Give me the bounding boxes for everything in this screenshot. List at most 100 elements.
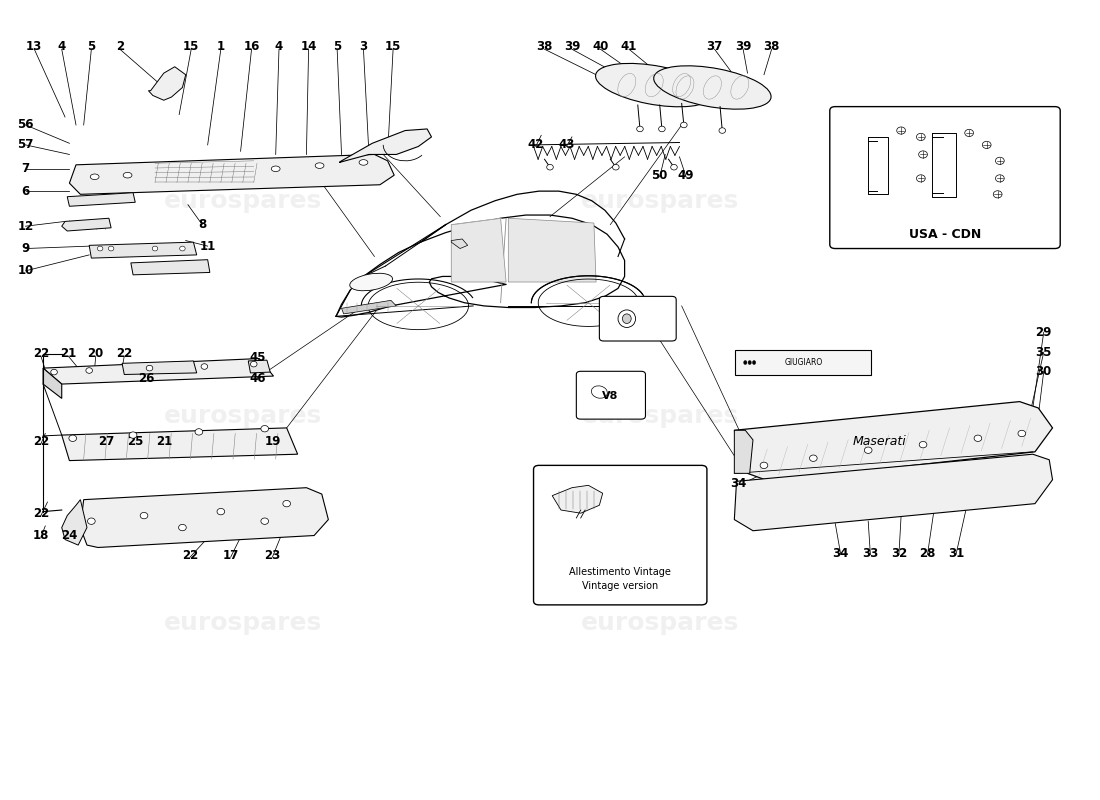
Ellipse shape bbox=[69, 435, 77, 442]
Ellipse shape bbox=[671, 165, 678, 170]
Text: 13: 13 bbox=[26, 40, 43, 54]
Text: 22: 22 bbox=[117, 347, 132, 360]
Text: 1: 1 bbox=[217, 40, 224, 54]
FancyBboxPatch shape bbox=[829, 106, 1060, 249]
Text: 9: 9 bbox=[21, 242, 30, 255]
Ellipse shape bbox=[88, 518, 96, 524]
Polygon shape bbox=[67, 193, 135, 206]
Ellipse shape bbox=[146, 366, 153, 371]
Text: 24: 24 bbox=[62, 529, 78, 542]
Text: 38: 38 bbox=[763, 40, 780, 54]
Polygon shape bbox=[62, 428, 298, 461]
Ellipse shape bbox=[350, 274, 393, 290]
Text: 37: 37 bbox=[706, 40, 723, 54]
Text: eurospares: eurospares bbox=[164, 189, 322, 213]
Text: 58: 58 bbox=[624, 304, 640, 318]
Text: 26: 26 bbox=[138, 372, 154, 385]
Text: 29: 29 bbox=[1035, 326, 1052, 338]
Text: 46: 46 bbox=[250, 372, 266, 385]
FancyBboxPatch shape bbox=[576, 371, 646, 419]
Text: 10: 10 bbox=[18, 264, 34, 278]
Text: 23: 23 bbox=[264, 549, 280, 562]
Text: 52: 52 bbox=[979, 201, 994, 214]
Text: 49: 49 bbox=[884, 118, 901, 131]
Text: 5: 5 bbox=[333, 40, 341, 54]
Ellipse shape bbox=[201, 364, 208, 370]
FancyBboxPatch shape bbox=[534, 466, 707, 605]
Ellipse shape bbox=[51, 370, 57, 375]
Text: 50: 50 bbox=[979, 218, 994, 231]
Ellipse shape bbox=[637, 126, 644, 132]
Text: 39: 39 bbox=[735, 40, 751, 54]
Text: 55: 55 bbox=[597, 522, 614, 536]
Ellipse shape bbox=[272, 166, 280, 171]
Polygon shape bbox=[62, 500, 87, 545]
Ellipse shape bbox=[547, 165, 553, 170]
Text: 53: 53 bbox=[842, 201, 858, 214]
Text: 16: 16 bbox=[243, 40, 260, 54]
Text: 20: 20 bbox=[88, 347, 103, 360]
Ellipse shape bbox=[653, 66, 771, 109]
Text: 12: 12 bbox=[18, 220, 34, 233]
Ellipse shape bbox=[129, 432, 136, 438]
Polygon shape bbox=[735, 454, 1053, 530]
Text: 34: 34 bbox=[833, 546, 849, 559]
Text: eurospares: eurospares bbox=[581, 404, 739, 428]
Ellipse shape bbox=[178, 524, 186, 530]
Text: 18: 18 bbox=[33, 529, 50, 542]
Text: 50: 50 bbox=[842, 172, 858, 185]
Text: 41: 41 bbox=[620, 40, 637, 54]
Text: 14: 14 bbox=[300, 40, 317, 54]
Text: Allestimento Vintage
Vintage version: Allestimento Vintage Vintage version bbox=[570, 567, 671, 591]
Ellipse shape bbox=[98, 246, 103, 251]
Polygon shape bbox=[451, 218, 506, 282]
Text: 22: 22 bbox=[33, 506, 50, 520]
Text: 17: 17 bbox=[222, 549, 239, 562]
Text: 30: 30 bbox=[1035, 365, 1052, 378]
Text: 25: 25 bbox=[128, 435, 143, 448]
Ellipse shape bbox=[152, 246, 157, 251]
Polygon shape bbox=[341, 300, 396, 314]
Ellipse shape bbox=[810, 455, 817, 462]
Ellipse shape bbox=[865, 447, 872, 454]
Text: GIUGIARO: GIUGIARO bbox=[784, 358, 823, 367]
Polygon shape bbox=[69, 154, 394, 194]
Ellipse shape bbox=[86, 368, 92, 374]
Polygon shape bbox=[735, 430, 754, 474]
Text: 22: 22 bbox=[33, 435, 50, 448]
Polygon shape bbox=[80, 488, 329, 547]
Polygon shape bbox=[122, 361, 197, 374]
Polygon shape bbox=[552, 486, 603, 514]
Text: eurospares: eurospares bbox=[581, 189, 739, 213]
Ellipse shape bbox=[251, 362, 257, 367]
Text: 43: 43 bbox=[559, 138, 574, 151]
Polygon shape bbox=[43, 368, 62, 398]
Ellipse shape bbox=[261, 426, 268, 432]
Text: 11: 11 bbox=[199, 240, 216, 253]
Text: 31: 31 bbox=[948, 546, 964, 559]
Ellipse shape bbox=[90, 174, 99, 179]
Text: 49: 49 bbox=[678, 169, 694, 182]
Text: 4: 4 bbox=[275, 40, 283, 54]
Ellipse shape bbox=[595, 63, 713, 106]
Polygon shape bbox=[89, 242, 197, 258]
Text: 38: 38 bbox=[537, 40, 552, 54]
Ellipse shape bbox=[123, 172, 132, 178]
Polygon shape bbox=[339, 129, 431, 162]
Text: 28: 28 bbox=[920, 546, 936, 559]
Ellipse shape bbox=[195, 429, 202, 435]
FancyBboxPatch shape bbox=[736, 350, 871, 375]
Text: 22: 22 bbox=[182, 549, 198, 562]
Text: 3: 3 bbox=[360, 40, 367, 54]
Text: eurospares: eurospares bbox=[164, 611, 322, 635]
Polygon shape bbox=[451, 239, 468, 249]
Ellipse shape bbox=[719, 128, 726, 134]
Ellipse shape bbox=[748, 361, 751, 365]
Text: 34: 34 bbox=[730, 478, 747, 490]
Text: 15: 15 bbox=[385, 40, 402, 54]
Text: 5: 5 bbox=[87, 40, 96, 54]
Ellipse shape bbox=[140, 513, 147, 518]
FancyBboxPatch shape bbox=[600, 296, 676, 341]
Ellipse shape bbox=[760, 462, 768, 469]
Ellipse shape bbox=[261, 518, 268, 524]
